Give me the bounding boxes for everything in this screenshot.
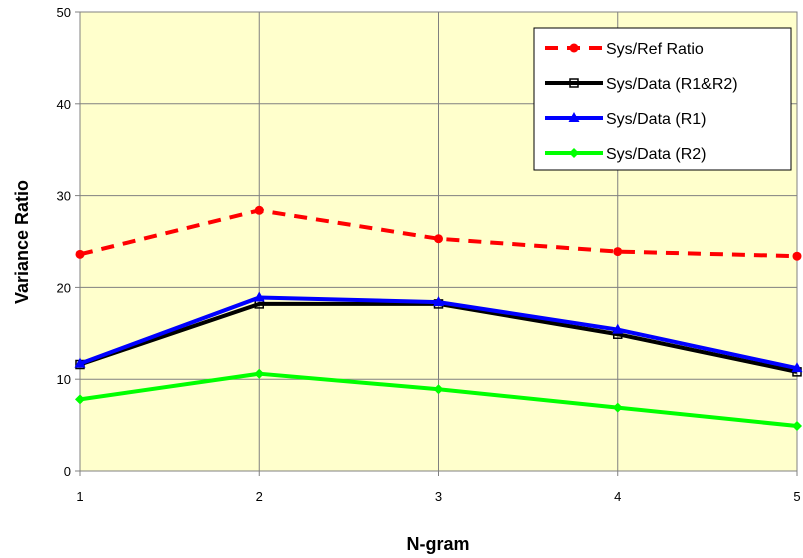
x-axis-title: N-gram: [406, 534, 469, 554]
x-tick-label-0: 1: [76, 489, 83, 504]
y-tick-label-2: 20: [57, 280, 71, 295]
data-point-2-0: [74, 357, 86, 368]
y-tick-label-4: 40: [57, 97, 71, 112]
data-point-0-1: [254, 205, 264, 215]
data-point-3-0: [75, 394, 85, 405]
legend: Sys/Ref Ratio Sys/Data (R1&R2) Sys/Data (R…: [533, 27, 792, 171]
data-point-3-4: [792, 421, 802, 432]
legend-swatch-marker-1: [569, 78, 579, 88]
legend-swatch-marker-0: [569, 43, 579, 53]
x-axis-ticks: 1 2 3 4 5: [76, 471, 801, 504]
legend-swatch-marker-3: [569, 148, 579, 158]
series-group: [74, 205, 803, 432]
x-tick-label-1: 2: [256, 489, 263, 504]
y-axis-title: Variance Ratio: [12, 180, 32, 304]
x-tick-label-4: 5: [793, 489, 800, 504]
y-tick-label-3: 30: [57, 189, 71, 204]
y-tick-label-0: 0: [64, 464, 71, 479]
y-tick-label-5: 50: [57, 5, 71, 20]
data-point-0-0: [75, 249, 85, 259]
data-point-3-3: [612, 402, 623, 413]
y-tick-label-1: 10: [57, 372, 71, 387]
legend-label-3: Sys/Data (R2): [606, 146, 706, 163]
data-point-2-2: [433, 296, 444, 307]
data-point-0-3: [613, 247, 623, 257]
legend-label-1: Sys/Data (R1&R2): [606, 76, 738, 93]
data-point-2-3: [612, 323, 624, 334]
data-point-0-2: [434, 234, 443, 244]
legend-box: [533, 27, 792, 171]
data-point-3-2: [433, 384, 444, 395]
data-point-2-1: [253, 291, 265, 302]
data-point-0-4: [792, 251, 802, 261]
series-3: [75, 368, 802, 432]
legend-label-0: Sys/Ref Ratio: [606, 41, 704, 58]
x-tick-label-2: 3: [435, 489, 442, 504]
series-0: [75, 205, 802, 261]
y-axis-ticks: 0 10 20 30 40 50: [57, 5, 80, 479]
legend-label-2: Sys/Data (R1): [606, 111, 706, 128]
x-tick-label-3: 4: [614, 489, 621, 504]
data-point-2-4: [791, 362, 803, 373]
series-2: [74, 291, 803, 373]
series-line-0: [79, 208, 798, 259]
data-point-3-1: [254, 368, 265, 379]
legend-swatch-marker-2: [568, 112, 580, 122]
